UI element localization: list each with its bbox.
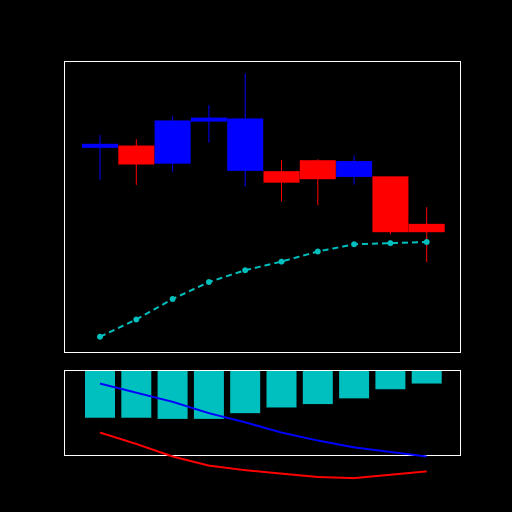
indicator-bar [339, 371, 370, 399]
candle-group [82, 117, 445, 233]
indicator-line-group [99, 382, 427, 480]
moving-average-point [387, 240, 394, 247]
indicator-bar [411, 371, 442, 384]
moving-average-point [423, 239, 430, 245]
indicator-panel [64, 370, 461, 480]
candle-body [190, 117, 227, 122]
moving-average-point [278, 258, 285, 265]
candle-body [227, 118, 264, 171]
moving-average-point [97, 333, 103, 340]
candle-body [336, 161, 373, 177]
moving-average-point [314, 248, 321, 255]
candle-body [118, 145, 155, 165]
indicator-bar [85, 371, 115, 418]
moving-average-point [205, 279, 212, 286]
moving-average-group [97, 239, 430, 340]
candle-body [372, 176, 409, 233]
indicator-bar [193, 371, 224, 419]
candlestick-panel [64, 61, 461, 353]
indicator-line [99, 382, 427, 458]
indicator-bar [302, 371, 333, 405]
moving-average-point [242, 267, 249, 274]
moving-average-point [169, 296, 176, 303]
indicator-bar [157, 371, 188, 419]
candle-body [154, 120, 191, 164]
indicator-bar [266, 371, 297, 408]
moving-average-point [351, 241, 358, 248]
indicator-bar [230, 371, 261, 414]
candle-body [408, 223, 445, 233]
candle-body [299, 160, 336, 180]
indicator-line [99, 431, 427, 480]
candle-body [263, 171, 300, 183]
indicator-bar [375, 371, 406, 390]
candle-body [82, 143, 118, 148]
moving-average-point [133, 316, 140, 323]
moving-average-line [99, 241, 427, 338]
